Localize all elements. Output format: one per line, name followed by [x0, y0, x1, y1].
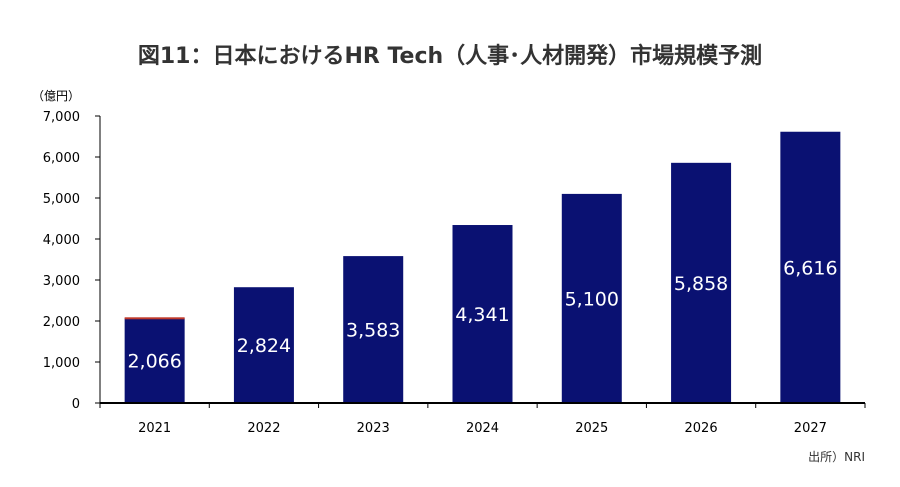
data-label-2026: 5,858	[674, 273, 728, 295]
bar-2026	[671, 162, 732, 403]
plot-area: 0 1,000 2,000 3,000 4,000 5,000 6,000 7,000 2,06…	[43, 110, 866, 436]
y-tick-label: 1,000	[43, 356, 80, 371]
bar-2025	[561, 193, 622, 403]
data-label-2022: 2,824	[237, 335, 291, 357]
source-note: 出所）NRI	[808, 450, 865, 464]
data-label-2021: 2,066	[127, 351, 181, 373]
y-tick-label: 0	[72, 397, 80, 412]
y-tick-label: 4,000	[43, 233, 80, 248]
bar-2024	[452, 225, 513, 403]
y-tick-label: 6,000	[43, 151, 80, 166]
y-tick-label: 5,000	[43, 192, 80, 207]
data-label-2025: 5,100	[565, 288, 619, 310]
y-tick-label: 2,000	[43, 315, 80, 330]
bar-2027	[780, 131, 841, 403]
y-tick-label: 3,000	[43, 274, 80, 289]
bar-2022	[233, 287, 294, 403]
x-tick-label-2026: 2026	[685, 421, 718, 436]
x-tick-label-2021: 2021	[138, 421, 171, 436]
data-label-2027: 6,616	[783, 257, 837, 279]
x-tick-label-2025: 2025	[575, 421, 608, 436]
data-label-2024: 4,341	[455, 304, 509, 326]
y-tick-label: 7,000	[43, 110, 80, 125]
x-tick-label-2027: 2027	[794, 421, 827, 436]
bar-top-accent	[124, 317, 185, 320]
data-label-2023: 3,583	[346, 320, 400, 342]
x-tick-label-2024: 2024	[466, 421, 499, 436]
chart-title: 図11：日本におけるHR Tech（人事･人材開発）市場規模予測	[138, 43, 762, 69]
bar-2023	[343, 256, 404, 403]
x-tick-label-2023: 2023	[357, 421, 390, 436]
y-axis-unit-label: （億円）	[32, 89, 80, 103]
x-tick-label-2022: 2022	[247, 421, 280, 436]
bar-2021	[124, 318, 185, 403]
